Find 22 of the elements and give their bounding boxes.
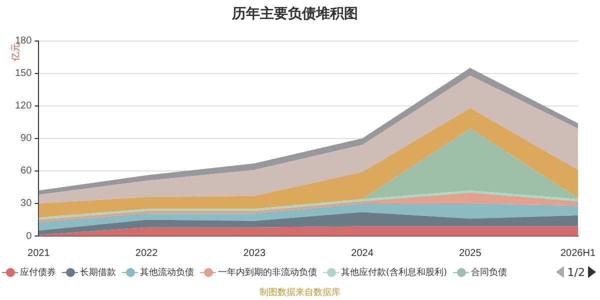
y-tick-label: 120 xyxy=(14,100,32,112)
legend-label: 其他流动负债 xyxy=(140,266,194,278)
y-axis-title: 亿元 xyxy=(10,42,22,62)
y-tick-label: 90 xyxy=(20,133,32,144)
chart-title: 历年主要负债堆积图 xyxy=(231,5,358,22)
text: 1/2 xyxy=(567,266,585,278)
legend-label: 其他应付款(含利息和股利) xyxy=(341,266,448,278)
x-tick-label: 2026H1 xyxy=(560,248,596,259)
legend-label: 长期借款 xyxy=(80,266,116,278)
x-tick-label: 2022 xyxy=(135,248,158,259)
y-tick-label: 0 xyxy=(26,230,32,242)
text: 制图数据来自数据库 xyxy=(258,286,342,299)
x-tick-label: 2024 xyxy=(351,248,374,259)
x-tick-label: 2023 xyxy=(243,248,266,259)
legend-label: 合同负债 xyxy=(471,266,508,278)
x-tick-label: 2021 xyxy=(28,248,50,259)
x-tick-label: 2025 xyxy=(459,248,482,259)
y-tick-label: 60 xyxy=(20,166,32,177)
y-tick-label: 30 xyxy=(20,198,32,210)
legend-label: 一年内到期的非流动负债 xyxy=(218,266,317,278)
legend-label: 应付债券 xyxy=(20,266,56,278)
y-tick-label: 150 xyxy=(14,68,32,80)
